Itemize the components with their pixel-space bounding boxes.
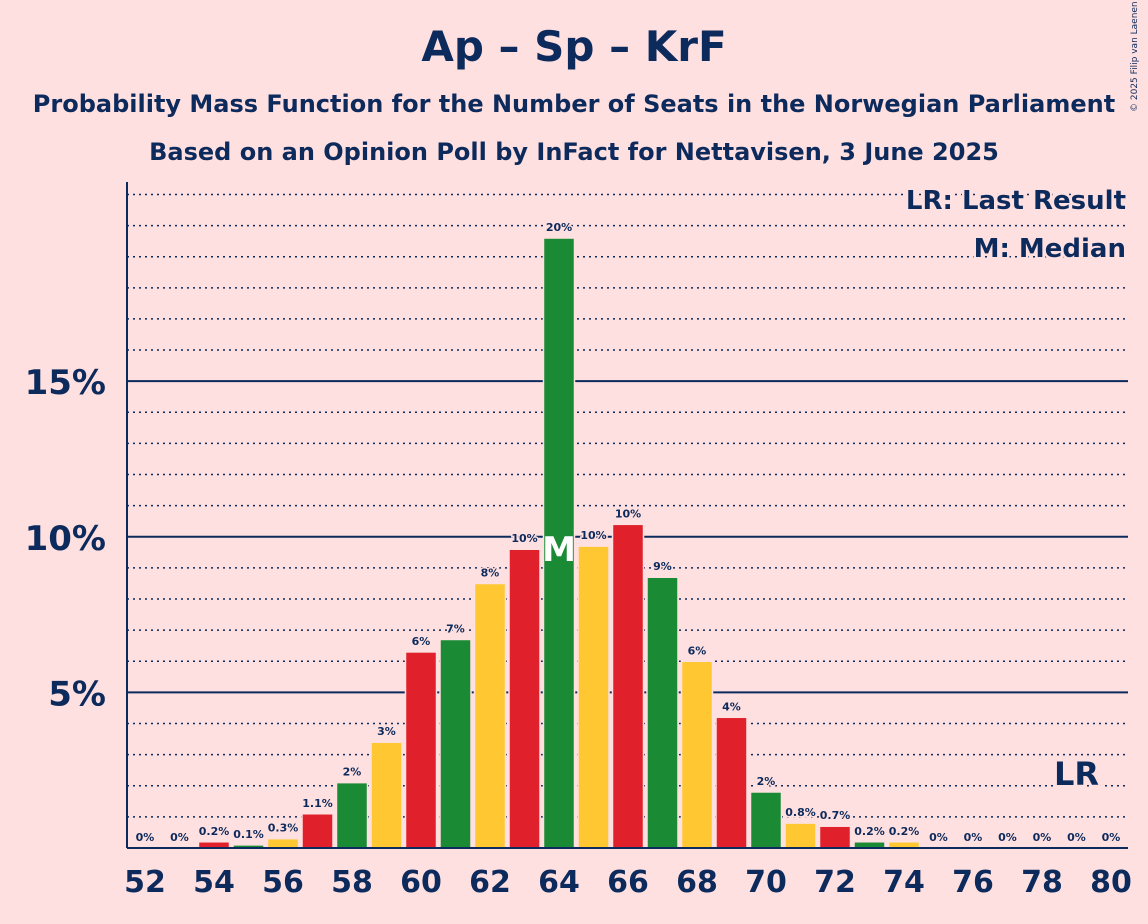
bar	[784, 822, 817, 849]
data-label: 4%	[722, 700, 741, 713]
data-label: 6%	[688, 644, 707, 657]
data-label: 0.2%	[199, 825, 230, 838]
bar	[646, 576, 679, 849]
chart-title: Ap – Sp – KrF	[421, 22, 727, 71]
bar	[439, 638, 472, 849]
chart-subtitle: Probability Mass Function for the Number…	[32, 90, 1116, 118]
data-label: 0%	[1067, 831, 1086, 844]
bar	[508, 548, 541, 849]
x-tick-label: 58	[331, 865, 373, 900]
data-label: 0.7%	[820, 809, 851, 822]
data-label: 0%	[1102, 831, 1121, 844]
data-label: 0.2%	[889, 825, 920, 838]
data-label: 3%	[377, 725, 396, 738]
data-label: 0%	[170, 831, 189, 844]
data-label: 0.3%	[268, 822, 299, 835]
x-tick-label: 80	[1090, 865, 1132, 900]
bar	[818, 825, 852, 849]
bar	[370, 741, 403, 849]
x-tick-label: 56	[262, 865, 304, 900]
data-label: 7%	[446, 622, 465, 635]
bar	[715, 716, 748, 849]
x-tick-label: 64	[538, 865, 580, 900]
data-label: 9%	[653, 560, 672, 573]
x-tick-label: 74	[883, 865, 925, 900]
bar	[749, 791, 783, 849]
data-label: 0.1%	[233, 828, 264, 841]
data-label: 0%	[1033, 831, 1052, 844]
data-label: 0%	[929, 831, 948, 844]
data-label: 0%	[998, 831, 1017, 844]
bar	[335, 781, 369, 849]
x-tick-label: 60	[400, 865, 442, 900]
bar	[301, 813, 334, 849]
y-tick-label: 10%	[25, 519, 106, 559]
data-label: 10%	[580, 529, 606, 542]
data-label: 6%	[412, 635, 431, 648]
last-result-marker: LR	[1054, 755, 1099, 793]
data-label: 10%	[615, 507, 641, 520]
bar	[680, 660, 714, 849]
bar	[577, 545, 610, 849]
data-label: 0.8%	[785, 806, 816, 819]
x-tick-label: 76	[952, 865, 994, 900]
median-marker: M	[542, 530, 576, 570]
data-label: 2%	[757, 775, 776, 788]
data-label: 8%	[481, 566, 500, 579]
bar	[404, 651, 438, 849]
x-tick-label: 78	[1021, 865, 1063, 900]
x-tick-label: 52	[124, 865, 166, 900]
data-label: 2%	[343, 766, 362, 779]
data-label: 20%	[546, 221, 572, 234]
legend-entry: M: Median	[974, 234, 1126, 264]
data-label: 10%	[511, 532, 537, 545]
y-tick-label: 15%	[25, 363, 106, 403]
bar	[473, 582, 507, 849]
x-tick-label: 68	[676, 865, 718, 900]
data-label: 1.1%	[302, 797, 333, 810]
x-tick-label: 54	[193, 865, 235, 900]
chart-source-line: Based on an Opinion Poll by InFact for N…	[149, 138, 999, 166]
x-tick-label: 66	[607, 865, 649, 900]
bar	[266, 837, 300, 849]
x-tick-label: 70	[745, 865, 787, 900]
data-label: 0%	[136, 831, 155, 844]
data-label: 0%	[964, 831, 983, 844]
x-tick-label: 62	[469, 865, 511, 900]
x-tick-label: 72	[814, 865, 856, 900]
bar	[611, 523, 645, 849]
data-label: 0.2%	[854, 825, 885, 838]
y-tick-label: 5%	[48, 674, 106, 714]
legend-entry: LR: Last Result	[906, 186, 1126, 216]
bar	[542, 237, 576, 849]
